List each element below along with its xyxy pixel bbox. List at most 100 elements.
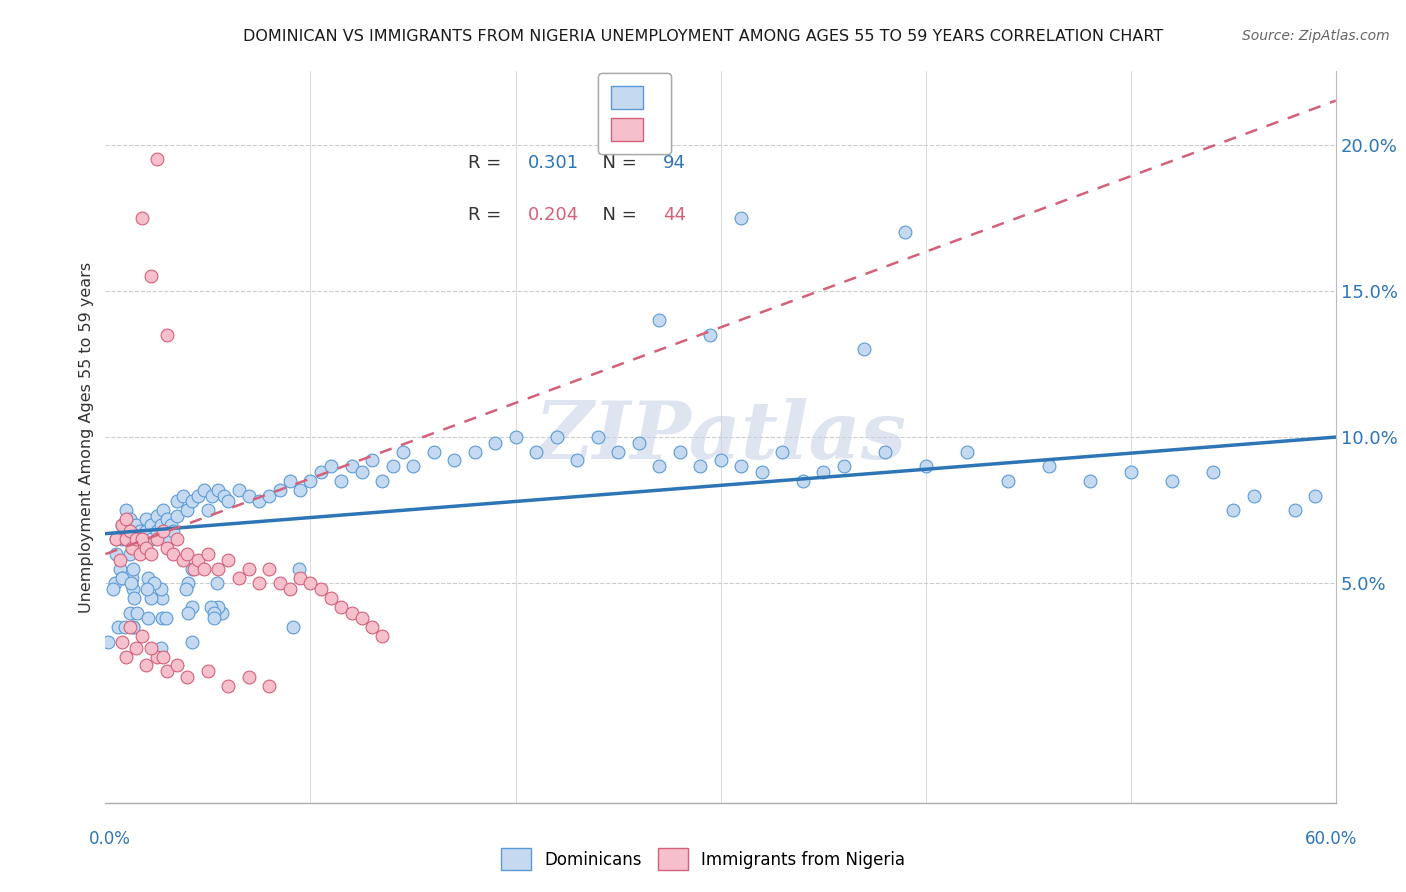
Point: [131, 538, 153, 552]
Text: DOMINICAN VS IMMIGRANTS FROM NIGERIA UNEMPLOYMENT AMONG AGES 55 TO 59 YEARS CORR: DOMINICAN VS IMMIGRANTS FROM NIGERIA UNE…: [243, 29, 1163, 44]
Point: [371, 474, 394, 488]
Point: [197, 503, 219, 517]
Point: [135, 524, 157, 538]
Point: [1243, 489, 1265, 503]
Point: [139, 533, 162, 547]
Point: [894, 225, 917, 239]
Point: [1038, 459, 1060, 474]
Point: [648, 313, 671, 327]
Point: [259, 489, 281, 503]
Point: [152, 503, 174, 517]
Point: [176, 582, 198, 597]
Point: [202, 606, 225, 620]
Point: [187, 553, 209, 567]
Point: [149, 640, 172, 655]
Point: [371, 629, 394, 643]
Point: [111, 517, 134, 532]
Point: [259, 562, 281, 576]
Point: [181, 599, 204, 614]
Point: [139, 640, 162, 655]
Point: [207, 483, 229, 497]
Point: [166, 658, 188, 673]
Point: [197, 547, 219, 561]
Point: [381, 459, 404, 474]
Text: 60.0%: 60.0%: [1305, 830, 1358, 847]
Point: [162, 524, 184, 538]
Point: [114, 620, 136, 634]
Point: [269, 483, 291, 497]
Point: [361, 453, 384, 467]
Point: [120, 606, 142, 620]
Point: [689, 459, 711, 474]
Point: [299, 474, 322, 488]
Point: [299, 576, 322, 591]
Point: [136, 611, 159, 625]
Point: [176, 670, 198, 684]
Point: [183, 562, 205, 576]
Point: [156, 664, 179, 678]
Point: [269, 576, 291, 591]
Point: [152, 524, 174, 538]
Point: [648, 459, 671, 474]
Point: [214, 489, 236, 503]
Point: [751, 465, 773, 479]
Text: 0.301: 0.301: [527, 153, 578, 172]
Text: 0.0%: 0.0%: [89, 830, 131, 847]
Point: [710, 453, 733, 467]
Y-axis label: Unemployment Among Ages 55 to 59 years: Unemployment Among Ages 55 to 59 years: [79, 261, 94, 613]
Point: [207, 599, 229, 614]
Point: [131, 629, 153, 643]
Point: [281, 620, 304, 634]
Point: [668, 444, 690, 458]
Point: [145, 649, 167, 664]
Point: [524, 444, 547, 458]
Point: [288, 562, 311, 576]
Point: [166, 509, 188, 524]
Point: [361, 620, 384, 634]
Point: [187, 489, 209, 503]
Point: [156, 541, 179, 556]
Legend: Dominicans, Immigrants from Nigeria: Dominicans, Immigrants from Nigeria: [494, 842, 912, 877]
Point: [247, 494, 270, 508]
Point: [202, 611, 225, 625]
Point: [546, 430, 568, 444]
Point: [792, 474, 814, 488]
Point: [309, 465, 332, 479]
Point: [121, 524, 143, 538]
Point: [290, 570, 312, 584]
Point: [699, 327, 721, 342]
Point: [152, 649, 174, 664]
Point: [278, 474, 301, 488]
Point: [238, 670, 260, 684]
Point: [104, 533, 127, 547]
Point: [193, 483, 215, 497]
Point: [145, 509, 167, 524]
Point: [176, 503, 198, 517]
Point: [135, 541, 157, 556]
Point: [139, 269, 162, 284]
Point: [111, 570, 134, 584]
Point: [139, 591, 162, 605]
Point: [150, 611, 173, 625]
Point: [205, 576, 228, 591]
Point: [121, 582, 143, 597]
Point: [180, 562, 202, 576]
Point: [200, 599, 222, 614]
Text: N =: N =: [592, 206, 643, 225]
Point: [125, 640, 148, 655]
Point: [180, 635, 202, 649]
Text: 94: 94: [662, 153, 686, 172]
Point: [103, 576, 125, 591]
Point: [149, 517, 172, 532]
Point: [108, 553, 131, 567]
Point: [330, 474, 353, 488]
Point: [238, 562, 260, 576]
Point: [156, 512, 179, 526]
Point: [853, 343, 876, 357]
Point: [607, 444, 630, 458]
Point: [115, 512, 138, 526]
Point: [160, 517, 183, 532]
Point: [177, 576, 200, 591]
Point: [319, 459, 342, 474]
Point: [162, 547, 184, 561]
